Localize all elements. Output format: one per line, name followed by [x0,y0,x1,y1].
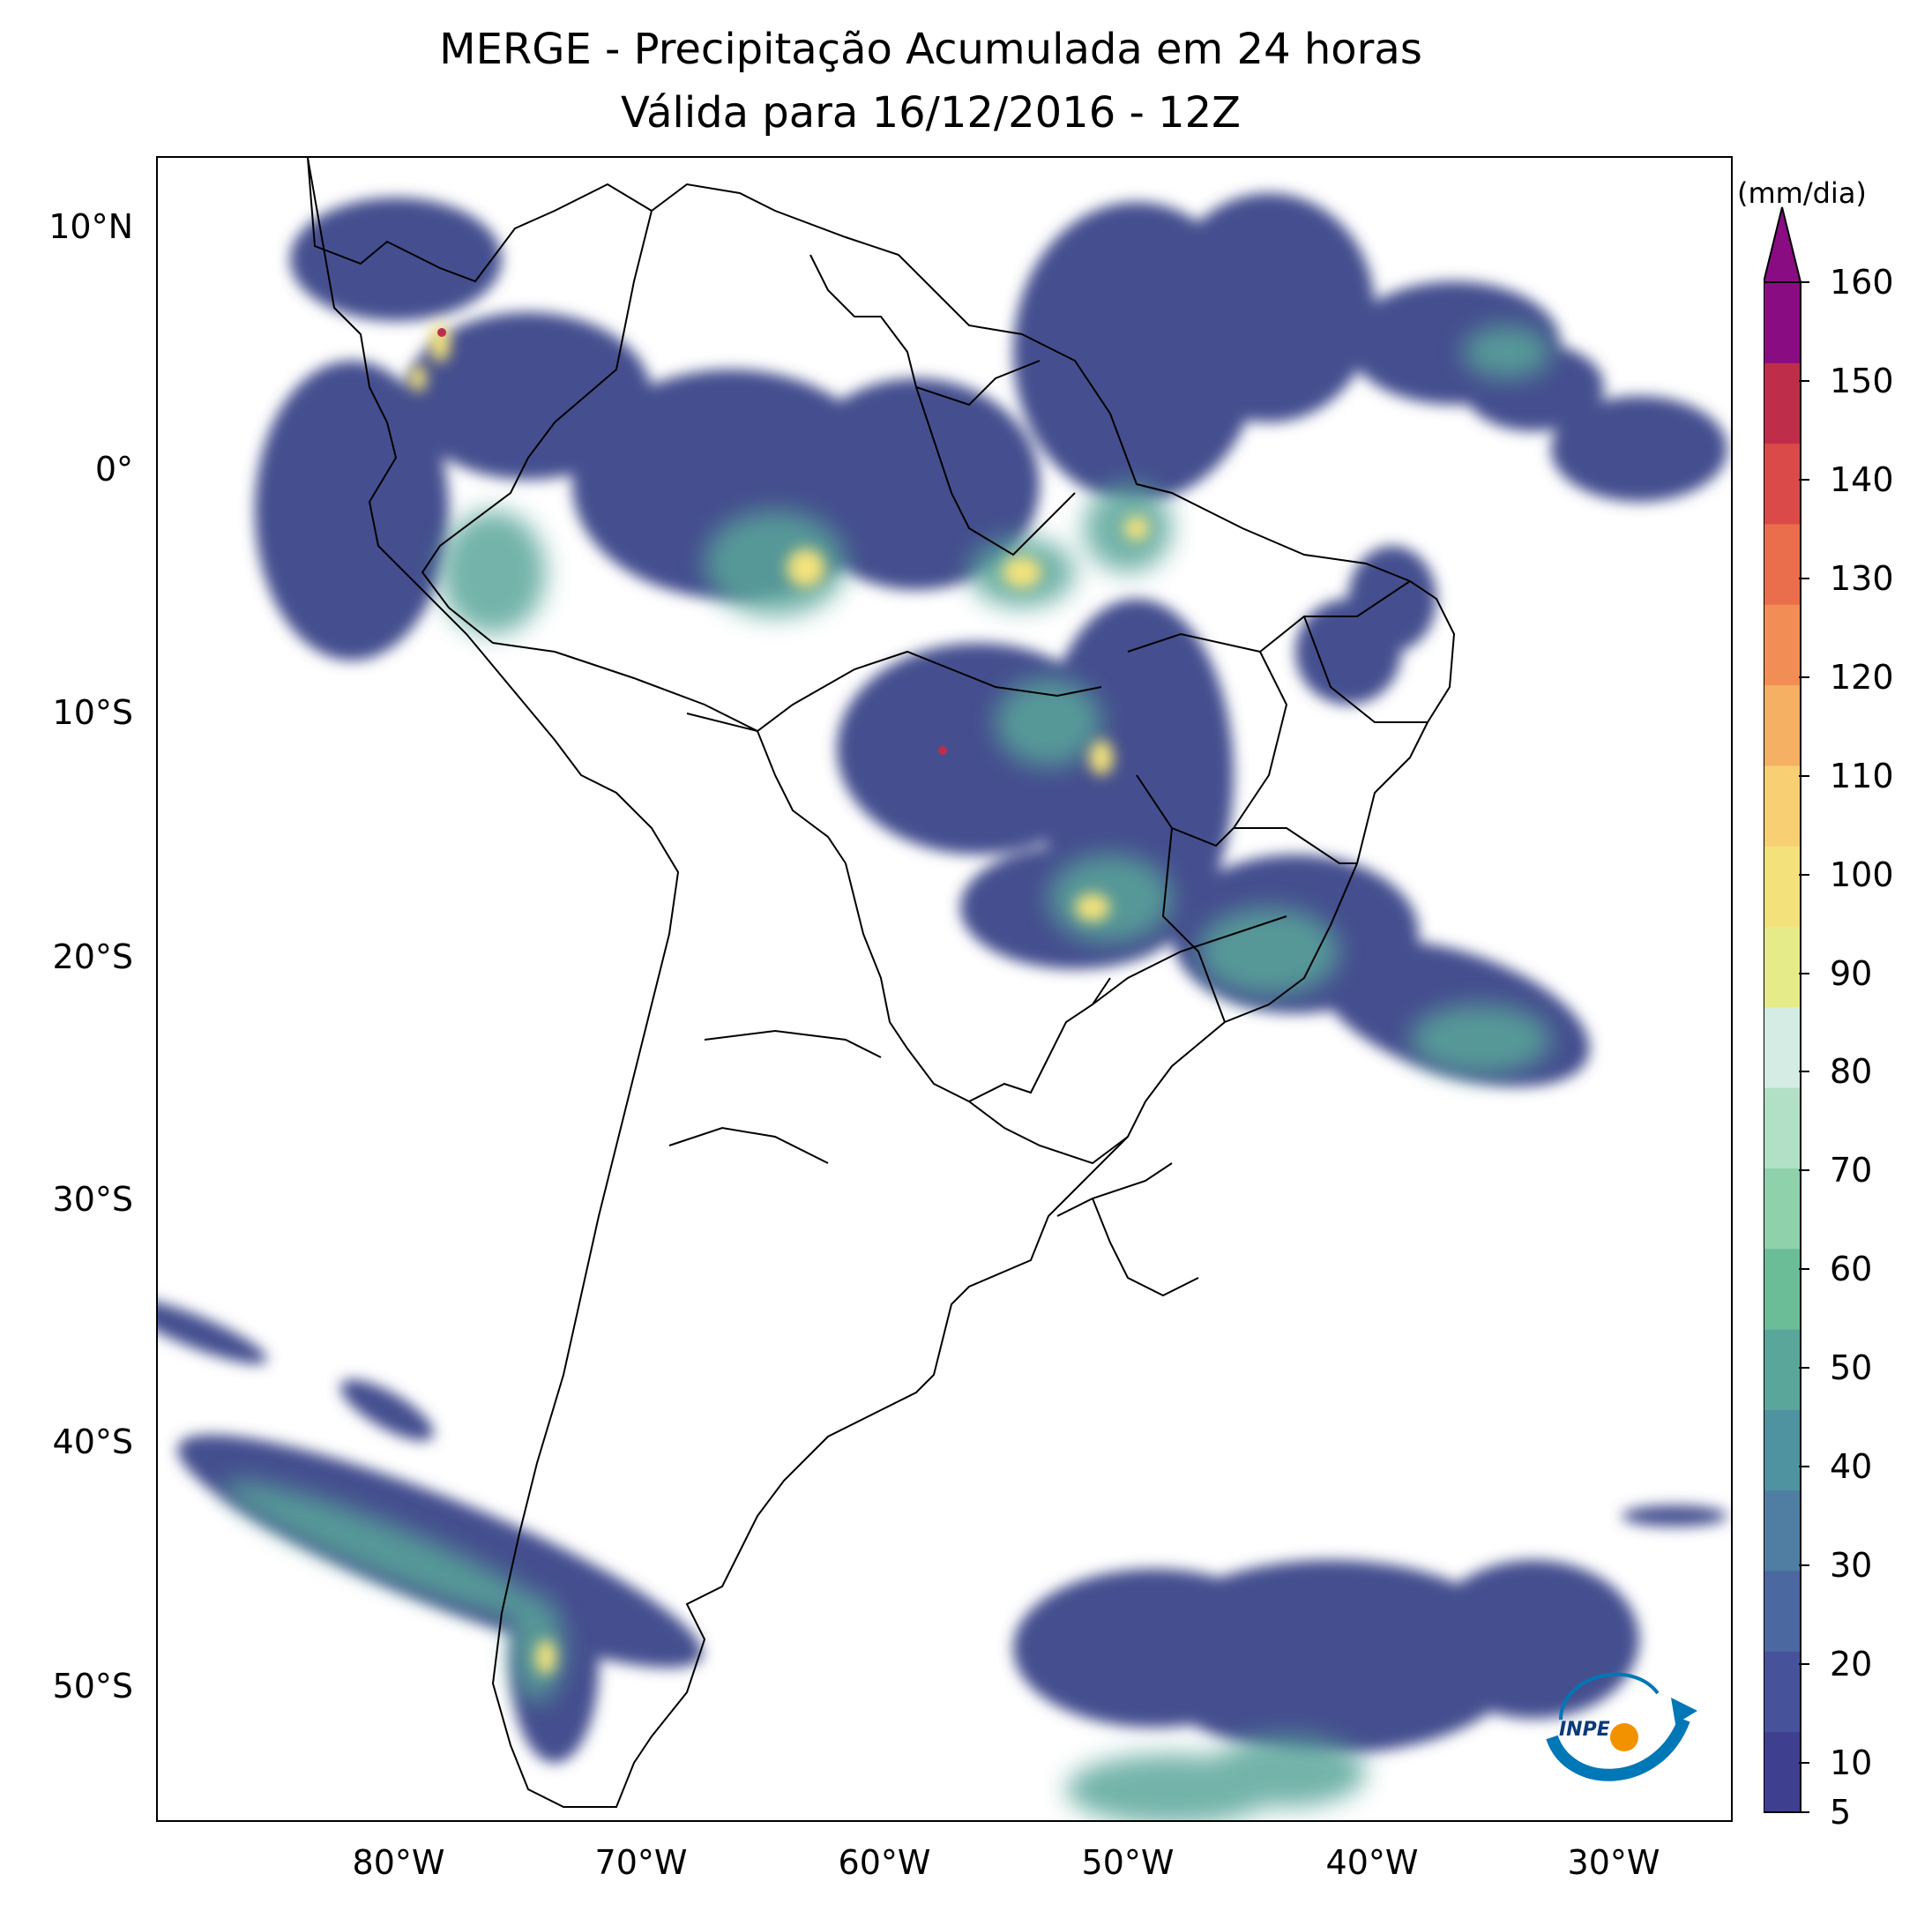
colorbar-band [1764,604,1801,686]
colorbar-tick-label: 90 [1830,953,1873,993]
colorbar-tick-label: 60 [1830,1250,1873,1289]
colorbar-band [1764,1409,1801,1491]
colorbar-tick-label: 30 [1830,1546,1873,1586]
colorbar-tick-label: 100 [1830,855,1894,894]
colorbar-tick-mark [1799,1268,1809,1271]
lat-label-10n: 10°N [48,207,133,246]
colorbar-band [1764,443,1801,525]
colorbar-tick-mark [1799,577,1809,579]
colorbar-tick-mark [1799,873,1809,876]
colorbar-tick-label: 80 [1830,1052,1873,1092]
colorbar-tick-label: 110 [1830,756,1894,795]
colorbar-tick-mark [1799,1466,1809,1468]
lat-label-0: 0° [94,450,133,489]
colorbar-band [1764,1248,1801,1330]
colorbar-band [1764,846,1801,928]
map-subtitle: Válida para 16/12/2016 - 12Z [620,88,1242,138]
colorbar-band [1764,523,1801,605]
lat-label-30s: 30°S [52,1180,133,1219]
colorbar-band [1764,684,1801,766]
inpe-logo-text: INPE [1559,1719,1610,1741]
colorbar-tick-label: 70 [1830,1151,1873,1191]
colorbar [1764,206,1802,1813]
colorbar-band [1764,1571,1801,1652]
colorbar-tick-mark [1799,379,1809,382]
colorbar-tick-label: 20 [1830,1645,1873,1684]
colorbar-tick-mark [1799,1169,1809,1172]
lon-label-60w: 60°W [838,1843,931,1882]
map-title: MERGE - Precipitação Acumulada em 24 hor… [439,25,1422,74]
colorbar-tick-mark [1799,1663,1809,1666]
colorbar-tick-mark [1799,1071,1809,1073]
colorbar-tick-label: 150 [1830,361,1894,400]
colorbar-band [1764,926,1801,1008]
lon-label-30w: 30°W [1567,1843,1660,1882]
colorbar-tick-mark [1799,1762,1809,1765]
colorbar-tick-mark [1799,478,1809,481]
lat-label-40s: 40°S [52,1422,133,1461]
map-area[interactable] [156,156,1733,1822]
colorbar-band [1764,1087,1801,1168]
precipitation-extreme [437,328,947,755]
colorbar-extend-arrow [1764,206,1802,283]
colorbar-unit: (mm/dia) [1737,176,1867,210]
lon-label-70w: 70°W [594,1843,688,1882]
colorbar-tick-mark [1799,1564,1809,1567]
colorbar-tick-label: 140 [1830,459,1894,499]
colorbar-tick-mark [1799,972,1809,974]
colorbar-band [1764,1731,1801,1813]
lat-label-50s: 50°S [52,1667,133,1706]
colorbar-tick-label: 50 [1830,1348,1873,1388]
colorbar-tick-mark [1799,281,1809,283]
lon-label-80w: 80°W [352,1843,445,1882]
colorbar-tick-label: 130 [1830,558,1894,598]
colorbar-tick-label: 120 [1830,657,1894,697]
colorbar-band [1764,1168,1801,1250]
country-outlines [307,158,1456,1808]
colorbar-band [1764,1006,1801,1088]
precipitation-moderate [223,325,1551,1820]
colorbar-band [1764,1651,1801,1733]
lon-label-50w: 50°W [1081,1843,1175,1882]
colorbar-band [1764,282,1801,363]
colorbar-band [1764,1329,1801,1410]
colorbar-tick-mark [1799,1367,1809,1370]
colorbar-tick-label: 5 [1830,1793,1852,1832]
lat-label-10s: 10°S [52,693,133,732]
colorbar-band [1764,1489,1801,1571]
precipitation-map [158,158,1727,1820]
colorbar-tick-label: 40 [1830,1447,1873,1487]
colorbar-tick-mark [1799,676,1809,678]
colorbar-band [1764,362,1801,444]
colorbar-tick-mark [1799,774,1809,777]
lon-label-40w: 40°W [1325,1843,1419,1882]
lat-label-20s: 20°S [52,937,133,976]
colorbar-tick-mark [1799,1811,1809,1813]
colorbar-tick-label: 10 [1830,1743,1873,1783]
colorbar-tick-label: 160 [1830,263,1894,302]
colorbar-band [1764,765,1801,847]
inpe-logo-icon: INPE [1546,1672,1697,1781]
